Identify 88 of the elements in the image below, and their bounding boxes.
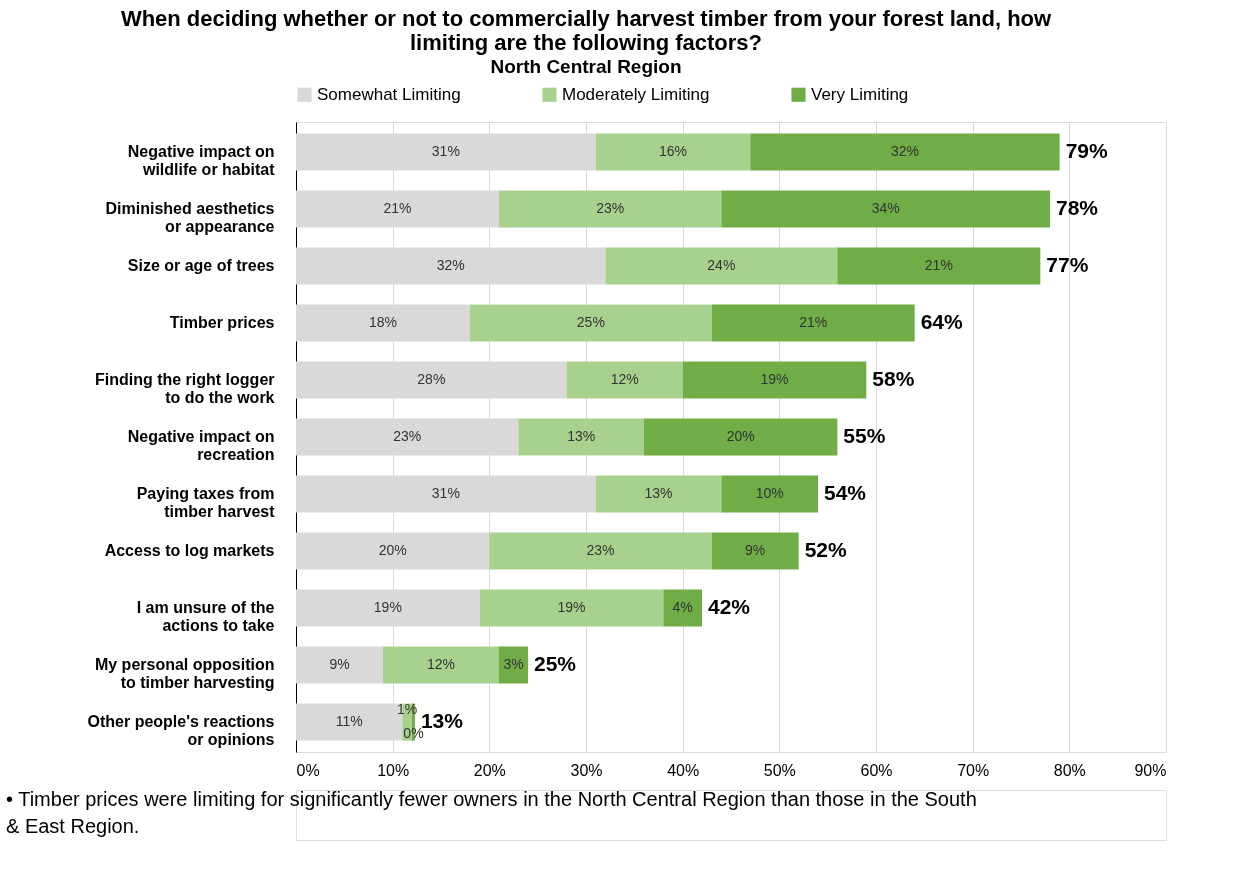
- data-label: 16%: [658, 142, 688, 159]
- y-tick-label: Diminished aesthetics or appearance: [105, 199, 275, 235]
- x-tick-label: 90%: [1134, 761, 1167, 779]
- total-label: 55%: [843, 424, 886, 447]
- y-tick-label: Negative impact on recreation: [127, 428, 275, 463]
- data-label: 25%: [576, 313, 605, 330]
- legend-label: Moderately Limiting: [562, 84, 710, 104]
- chart-subtitle: North Central Region: [490, 56, 682, 77]
- bar: [644, 418, 838, 456]
- data-label: 28%: [417, 370, 446, 387]
- bar: [711, 304, 915, 342]
- bar: [470, 304, 712, 342]
- data-label: 23%: [586, 542, 615, 559]
- data-label: 4%: [672, 599, 693, 616]
- y-tick-label: Access to log markets: [104, 542, 275, 560]
- data-label: 12%: [610, 370, 639, 387]
- data-label: 11%: [335, 713, 363, 730]
- text: • Timber prices were limiting for significantly fewer owners in the North Central Region than those in the South & East Region.: [6, 788, 977, 837]
- bar: [721, 475, 818, 513]
- data-label: 13%: [644, 485, 673, 502]
- data-label: 9%: [329, 656, 350, 673]
- total-label: 54%: [824, 481, 867, 505]
- bar: [499, 190, 722, 228]
- data-label: 10%: [755, 485, 784, 502]
- bar: [489, 532, 712, 570]
- y-tick-label: I am unsure of the actions to take: [136, 599, 275, 635]
- y-tick-label: Paying taxes from timber harvest: [136, 485, 276, 521]
- total-label: 52%: [804, 538, 848, 562]
- data-label: 21%: [924, 256, 953, 273]
- bar: [595, 133, 751, 171]
- data-label: 32%: [890, 142, 920, 159]
- bar: [383, 646, 499, 684]
- data-label: 32%: [436, 256, 465, 273]
- data-label: 20%: [378, 542, 407, 559]
- bar: [837, 247, 1041, 285]
- data-label: 31%: [431, 142, 460, 159]
- y-tick-label: Finding the right logger to do the work: [94, 370, 275, 406]
- chart-title: When deciding whether or not to commercially harvest timber from your forest land, how limiting are the following factors?: [120, 6, 1053, 55]
- data-label: 9%: [745, 542, 766, 559]
- x-tick-label: 50%: [763, 761, 796, 779]
- total-label: 78%: [1056, 195, 1099, 219]
- data-label: 21%: [383, 199, 412, 216]
- x-tick-label: 10%: [377, 761, 410, 779]
- x-tick-label: 80%: [1053, 761, 1086, 779]
- data-label: 18%: [368, 313, 398, 330]
- x-tick-label: 20%: [473, 761, 506, 779]
- legend-label: Very Limiting: [811, 84, 909, 104]
- total-label: 58%: [872, 366, 915, 390]
- bar: [518, 418, 644, 456]
- x-tick-label: 60%: [860, 761, 893, 779]
- y-tick-label: Negative impact on wildlife or habitat: [127, 142, 276, 178]
- data-label: 23%: [393, 428, 422, 444]
- bar: [663, 589, 702, 627]
- data-label: 21%: [799, 313, 828, 330]
- y-tick-label: Timber prices: [169, 313, 275, 331]
- y-tick-label: My personal opposition to timber harvesting: [94, 656, 275, 692]
- total-label: 77%: [1046, 252, 1089, 276]
- data-label: 3%: [503, 656, 524, 673]
- x-tick-label: 30%: [570, 761, 603, 779]
- y-tick-label: Size or age of trees: [127, 256, 275, 274]
- bar: [711, 532, 799, 570]
- data-label: 19%: [760, 370, 789, 387]
- bar: [479, 589, 664, 627]
- bar: [721, 190, 1050, 228]
- data-label: 13%: [567, 428, 596, 444]
- x-tick-label: 0%: [296, 761, 320, 779]
- data-label: 19%: [557, 599, 586, 616]
- total-label: 79%: [1065, 138, 1109, 162]
- bar: [605, 247, 838, 285]
- data-label: 12%: [426, 656, 456, 673]
- data-label: 31%: [431, 485, 460, 502]
- bar: [566, 361, 683, 399]
- y-tick-label: Other people's reactions or opinions: [87, 713, 275, 749]
- total-label: 25%: [534, 652, 577, 676]
- data-label: 23%: [596, 199, 625, 216]
- data-label: 19%: [373, 599, 402, 616]
- total-label: 64%: [920, 309, 964, 333]
- data-label: 34%: [871, 199, 900, 216]
- bar: [595, 475, 722, 513]
- total-label: 42%: [708, 595, 751, 619]
- data-label: 20%: [726, 428, 755, 444]
- x-tick-label: 70%: [957, 761, 990, 779]
- data-label: 24%: [707, 256, 736, 273]
- x-tick-label: 40%: [667, 761, 700, 779]
- bar: [750, 133, 1060, 171]
- bar: [682, 361, 867, 399]
- legend-label: Somewhat Limiting: [317, 84, 461, 104]
- bar: [296, 646, 383, 684]
